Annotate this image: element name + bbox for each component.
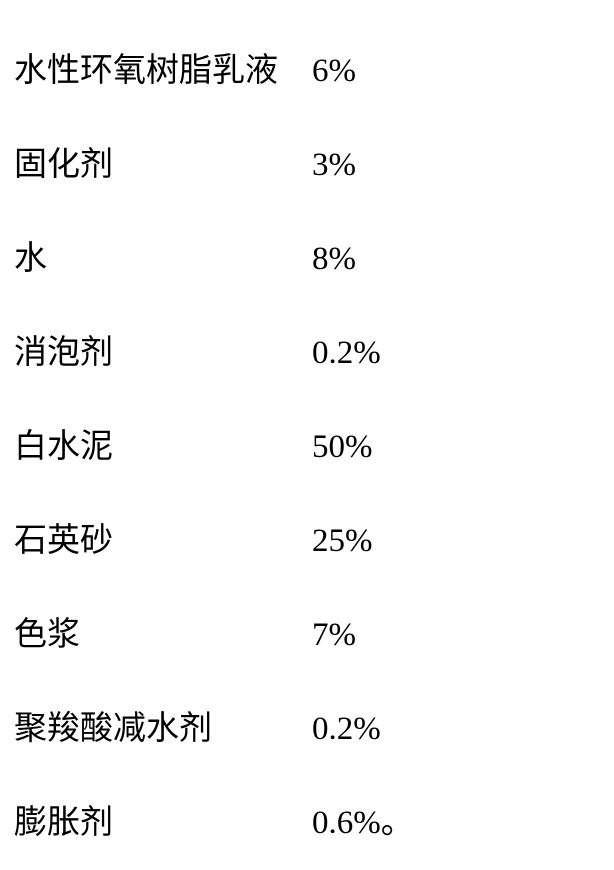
table-row: 色浆 7% (14, 588, 614, 682)
trailing-period: 。 (381, 805, 414, 841)
ingredient-label: 水 (14, 212, 312, 306)
ingredient-value: 25% (312, 494, 373, 588)
ingredient-value: 6% (312, 24, 356, 118)
table-row: 水 8% (14, 212, 614, 306)
table-row: 白水泥 50% (14, 400, 614, 494)
composition-list: 水性环氧树脂乳液 6% 固化剂 3% 水 8% 消泡剂 0.2% 白水泥 50%… (0, 0, 614, 848)
ingredient-value: 0.2% (312, 306, 381, 400)
ingredient-label: 膨胀剂 (14, 776, 312, 870)
ingredient-label: 聚羧酸减水剂 (14, 682, 312, 776)
ingredient-label: 色浆 (14, 588, 312, 682)
table-row: 固化剂 3% (14, 118, 614, 212)
ingredient-value: 7% (312, 588, 356, 682)
ingredient-value-text: 0.6% (312, 805, 381, 841)
ingredient-value: 3% (312, 118, 356, 212)
ingredient-label: 固化剂 (14, 118, 312, 212)
table-row: 聚羧酸减水剂 0.2% (14, 682, 614, 776)
ingredient-value: 0.2% (312, 682, 381, 776)
ingredient-label: 消泡剂 (14, 306, 312, 400)
table-row: 消泡剂 0.2% (14, 306, 614, 400)
ingredient-label: 水性环氧树脂乳液 (14, 24, 312, 118)
ingredient-label: 白水泥 (14, 400, 312, 494)
ingredient-value: 8% (312, 212, 356, 306)
table-row: 膨胀剂 0.6%。 (14, 776, 614, 870)
ingredient-value: 0.6%。 (312, 776, 414, 870)
ingredient-label: 石英砂 (14, 494, 312, 588)
table-row: 石英砂 25% (14, 494, 614, 588)
table-row: 水性环氧树脂乳液 6% (14, 24, 614, 118)
ingredient-value: 50% (312, 400, 373, 494)
